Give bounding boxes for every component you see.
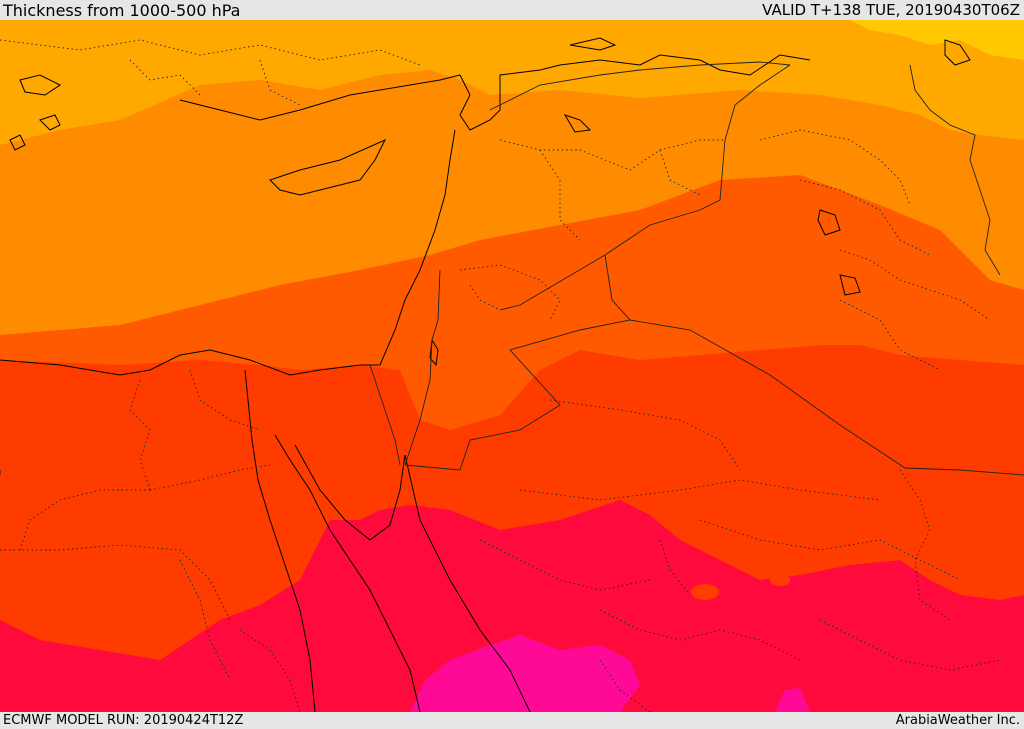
map-footer: ECMWF MODEL RUN: 20190424T12Z ArabiaWeat… xyxy=(0,712,1024,729)
map-header: Thickness from 1000-500 hPa VALID T+138 … xyxy=(0,0,1024,20)
thickness-pocket xyxy=(691,584,719,600)
borders xyxy=(0,61,1024,476)
valid-time: VALID T+138 TUE, 20190430T06Z xyxy=(762,1,1020,19)
province-boundaries xyxy=(0,39,1001,712)
thickness-band-6 xyxy=(410,635,640,712)
thickness-band-6 xyxy=(775,688,810,712)
map-title: Thickness from 1000-500 hPa xyxy=(3,1,241,20)
thickness-map xyxy=(0,20,1024,712)
model-run: ECMWF MODEL RUN: 20190424T12Z xyxy=(3,713,244,728)
credit: ArabiaWeather Inc. xyxy=(895,713,1020,728)
thickness-pocket xyxy=(736,559,754,571)
thickness-pocket xyxy=(770,574,790,586)
thickness-band-5 xyxy=(0,500,1024,712)
coastlines xyxy=(0,37,971,712)
thickness-band-top xyxy=(850,20,1024,60)
